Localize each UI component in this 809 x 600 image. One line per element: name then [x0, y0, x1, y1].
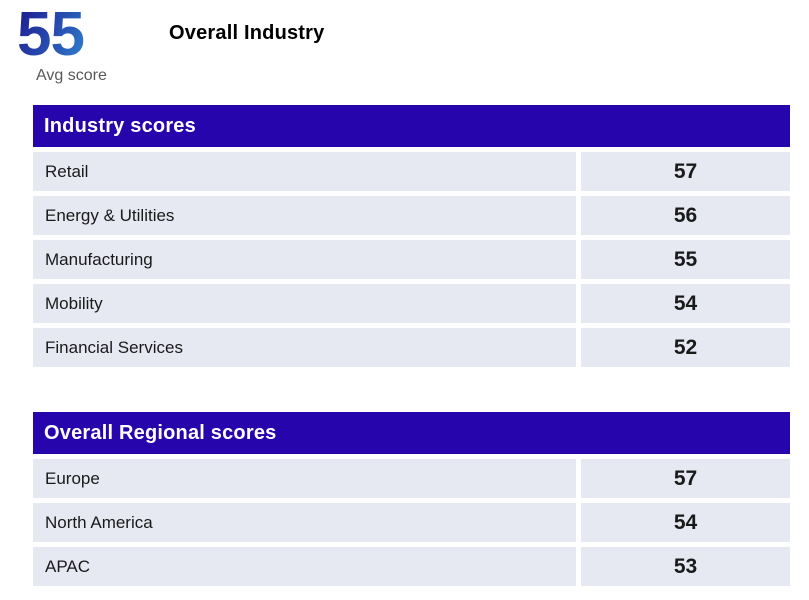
page-title: Overall Industry — [169, 22, 325, 44]
industry-scores-header: Industry scores — [33, 105, 790, 147]
table-row-mobility[interactable]: Mobility 54 — [33, 284, 790, 323]
avg-score-card: 55 Avg score — [17, 4, 107, 85]
table-row-apac[interactable]: APAC 53 — [33, 547, 790, 586]
table-row-europe[interactable]: Europe 57 — [33, 459, 790, 498]
row-score: 56 — [581, 196, 790, 235]
industry-scores-table: Industry scores Retail 57 Energy & Utili… — [33, 105, 790, 367]
table-row-north-america[interactable]: North America 54 — [33, 503, 790, 542]
row-score: 55 — [581, 240, 790, 279]
avg-score-value: 55 — [17, 4, 107, 66]
table-row-financial-services[interactable]: Financial Services 52 — [33, 328, 790, 367]
row-score: 54 — [581, 284, 790, 323]
row-label: North America — [33, 503, 576, 542]
table-row-retail[interactable]: Retail 57 — [33, 152, 790, 191]
regional-scores-header: Overall Regional scores — [33, 412, 790, 454]
row-label: Financial Services — [33, 328, 576, 367]
row-label: Energy & Utilities — [33, 196, 576, 235]
row-score: 52 — [581, 328, 790, 367]
row-score: 53 — [581, 547, 790, 586]
row-score: 54 — [581, 503, 790, 542]
row-label: Manufacturing — [33, 240, 576, 279]
row-label: APAC — [33, 547, 576, 586]
table-row-energy-utilities[interactable]: Energy & Utilities 56 — [33, 196, 790, 235]
row-label: Europe — [33, 459, 576, 498]
row-score: 57 — [581, 459, 790, 498]
avg-score-label: Avg score — [36, 67, 107, 84]
row-label: Mobility — [33, 284, 576, 323]
row-score: 57 — [581, 152, 790, 191]
row-label: Retail — [33, 152, 576, 191]
regional-scores-table: Overall Regional scores Europe 57 North … — [33, 412, 790, 586]
table-row-manufacturing[interactable]: Manufacturing 55 — [33, 240, 790, 279]
